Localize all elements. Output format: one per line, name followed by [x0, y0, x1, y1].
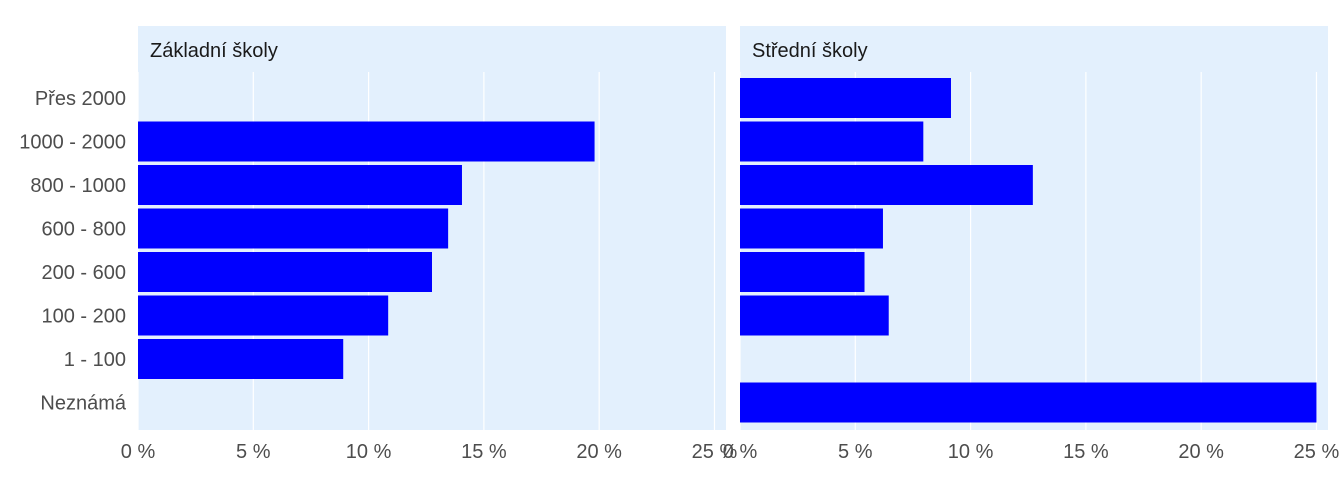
x-tick-label-1-1: 5 %	[236, 441, 271, 463]
bar-2-2	[740, 121, 924, 162]
x-tick-label-2-3: 15 %	[1063, 441, 1109, 463]
bar-1-7	[138, 339, 344, 379]
bar-2-3	[740, 165, 1033, 205]
x-tick-label-2-2: 10 %	[948, 441, 994, 463]
bar-1-3	[138, 165, 462, 205]
bar-1-6	[138, 295, 389, 336]
bar-1-5	[138, 252, 432, 292]
panel-title-2: Střední školy	[752, 40, 868, 62]
x-tick-label-1-2: 10 %	[346, 441, 392, 463]
y-tick-label-7: 1 - 100	[64, 349, 126, 371]
bar-2-5	[740, 252, 865, 292]
bar-1-2	[138, 121, 595, 162]
x-tick-label-1-4: 20 %	[576, 441, 622, 463]
x-tick-label-2-0: 0 %	[723, 441, 758, 463]
bar-2-4	[740, 208, 883, 249]
x-tick-label-1-0: 0 %	[121, 441, 156, 463]
x-tick-label-1-5: 25 %	[692, 441, 738, 463]
y-tick-label-5: 200 - 600	[41, 262, 126, 284]
bar-1-4	[138, 208, 449, 249]
y-tick-label-1: Přes 2000	[35, 88, 126, 110]
y-tick-label-3: 800 - 1000	[30, 175, 126, 197]
y-tick-label-6: 100 - 200	[41, 306, 126, 328]
bar-2-6	[740, 295, 889, 336]
y-tick-label-8: Neznámá	[40, 393, 126, 415]
bar-2-1	[740, 78, 951, 118]
x-tick-label-1-3: 15 %	[461, 441, 507, 463]
x-tick-label-2-1: 5 %	[838, 441, 873, 463]
x-tick-label-2-5: 25 %	[1294, 441, 1340, 463]
bar-2-8	[740, 382, 1317, 423]
x-tick-label-2-4: 20 %	[1178, 441, 1224, 463]
y-tick-label-4: 600 - 800	[41, 219, 126, 241]
y-tick-label-2: 1000 - 2000	[19, 132, 126, 154]
panel-title-1: Základní školy	[150, 40, 278, 62]
